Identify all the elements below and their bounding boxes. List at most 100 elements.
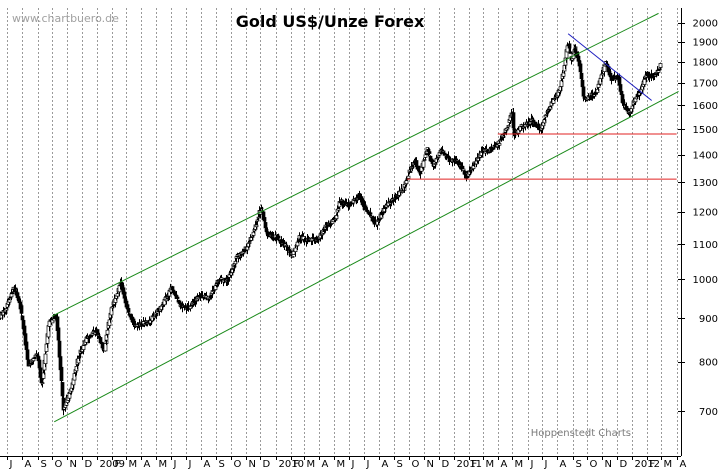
x-tick-label: 2010 xyxy=(279,459,304,470)
candle-body xyxy=(334,215,339,220)
candle-body xyxy=(336,208,341,211)
candle-body xyxy=(25,349,30,360)
channel-line xyxy=(52,12,659,317)
y-tick-label: 700 xyxy=(699,407,718,418)
candle-body xyxy=(406,175,411,179)
y-tick-label: 1600 xyxy=(693,101,718,112)
x-tick-label: M xyxy=(129,459,138,470)
candle-body xyxy=(81,345,86,350)
candle-body xyxy=(295,241,300,247)
x-tick-label: A xyxy=(501,459,508,470)
candle-body xyxy=(408,171,413,173)
candle-body xyxy=(40,382,45,385)
candle-body xyxy=(642,79,647,85)
y-tick-label: 1900 xyxy=(693,38,718,49)
x-tick-label: 2012 xyxy=(635,459,660,470)
watermark-text: www.chartbuero.de xyxy=(12,12,119,25)
candle-body xyxy=(247,242,252,244)
candle-body xyxy=(122,291,127,299)
candle-body xyxy=(505,127,510,130)
candle-body xyxy=(254,224,259,228)
candle-body xyxy=(7,299,12,303)
candle-body xyxy=(578,63,583,73)
candle-body xyxy=(600,73,605,76)
candle-body xyxy=(293,247,298,252)
x-tick-label: J xyxy=(366,459,370,470)
candle-body xyxy=(536,123,541,128)
x-tick-label: M xyxy=(486,459,495,470)
y-tick-label: 1300 xyxy=(693,178,718,189)
y-tick-label: 2000 xyxy=(693,19,718,30)
candle-body xyxy=(164,298,169,302)
x-tick-label: D xyxy=(442,459,450,470)
x-tick-label: O xyxy=(55,459,63,470)
candle-body xyxy=(60,382,65,397)
x-tick-label: M xyxy=(664,459,673,470)
x-tick-label: A xyxy=(560,459,567,470)
x-tick-label: N xyxy=(427,459,434,470)
candle-body xyxy=(404,180,409,185)
x-tick-label: J xyxy=(173,459,177,470)
candle-body xyxy=(263,222,268,229)
candle-body xyxy=(13,287,18,290)
candle-body xyxy=(580,79,585,88)
candle-body xyxy=(497,143,502,146)
candle-body xyxy=(471,165,476,169)
candle-body xyxy=(105,329,110,335)
candle-body xyxy=(579,72,584,80)
candle-body xyxy=(347,204,352,207)
candle-body xyxy=(624,105,629,108)
x-tick-label: J xyxy=(351,459,355,470)
candle-body xyxy=(126,308,131,313)
x-tick-label: J xyxy=(544,459,548,470)
candle-body xyxy=(32,357,37,359)
candle-body xyxy=(368,212,373,215)
x-tick-label: S xyxy=(397,459,403,470)
x-tick-label: D xyxy=(85,459,93,470)
x-tick-label: F xyxy=(650,459,656,470)
candle-body xyxy=(56,327,61,341)
x-tick-label: O xyxy=(234,459,242,470)
candle-body xyxy=(50,319,55,324)
x-tick-label: M xyxy=(515,459,524,470)
candle-body xyxy=(233,260,238,265)
candle-body xyxy=(59,366,64,382)
x-tick-label: N xyxy=(605,459,612,470)
x-tick-label: J xyxy=(188,459,192,470)
x-tick-label: F xyxy=(472,459,478,470)
candle-body xyxy=(99,341,104,345)
candle-body xyxy=(19,308,24,314)
y-tick-label: 800 xyxy=(699,358,718,369)
y-tick-label: 1400 xyxy=(693,151,718,162)
candle-body xyxy=(72,373,77,381)
candle-body xyxy=(567,43,572,49)
x-tick-label: F xyxy=(294,459,300,470)
y-axis-ticks: 700 800 900 1000 1100 1200 1300 1400 1500 1600 170… xyxy=(693,19,718,419)
candle-body xyxy=(433,163,438,165)
candle-body xyxy=(213,285,218,290)
x-tick-label: S xyxy=(41,459,47,470)
candle-body xyxy=(658,63,663,68)
candle-body xyxy=(290,255,295,258)
price-candles xyxy=(0,40,663,416)
candle-body xyxy=(427,151,432,154)
candle-body xyxy=(177,300,182,304)
candle-body xyxy=(16,296,21,301)
candle-body xyxy=(421,160,426,168)
candle-body xyxy=(656,70,661,73)
x-tick-label: J xyxy=(9,459,13,470)
candle-body xyxy=(57,340,62,358)
x-tick-label: J xyxy=(530,459,534,470)
x-tick-label: M xyxy=(337,459,346,470)
x-tick-label: N xyxy=(249,459,256,470)
y-tick-label: 1000 xyxy=(693,275,718,286)
y-tick-label: 1200 xyxy=(693,208,718,219)
candle-body xyxy=(400,190,405,193)
downtrend-line xyxy=(567,33,653,101)
x-tick-label: A xyxy=(25,459,32,470)
x-tick-label: 2011 xyxy=(457,459,482,470)
candle-body xyxy=(622,103,627,106)
x-tick-label: N xyxy=(70,459,77,470)
